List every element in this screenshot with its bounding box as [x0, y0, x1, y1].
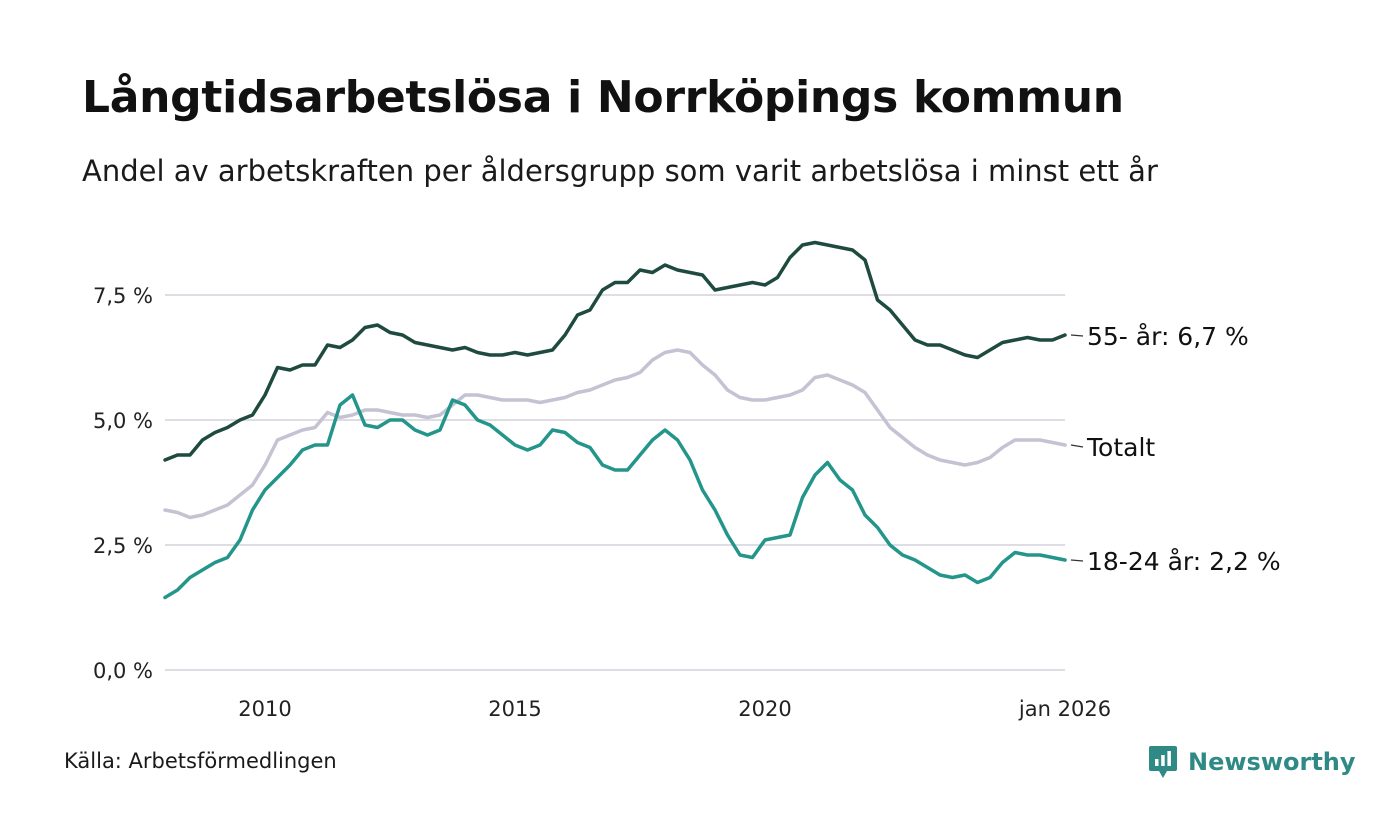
- y-tick-label: 5,0 %: [93, 409, 153, 433]
- end-label-connector: [1070, 334, 1084, 337]
- end-labels: Totalt 18-24 år: 2,2 % 55- år: 6,7 %: [1070, 322, 1281, 576]
- series-line-age1824: [163, 393, 1067, 600]
- end-label-total: Totalt: [1086, 433, 1155, 462]
- x-axis: 2010 2015 2020 jan 2026: [238, 697, 1111, 721]
- y-tick-label: 7,5 %: [93, 284, 153, 308]
- end-label-connector: [1070, 444, 1084, 448]
- end-label-age55: 55- år: 6,7 %: [1087, 322, 1249, 351]
- series-lines: [163, 240, 1067, 600]
- line-chart: 0,0 % 2,5 % 5,0 % 7,5 % 2010 2015 2020 jan 202…: [93, 240, 1281, 721]
- x-tick-label: 2015: [488, 697, 541, 721]
- x-tick-label: jan 2026: [1018, 697, 1111, 721]
- end-label-connector: [1070, 559, 1084, 562]
- newsworthy-logo-icon: [1149, 746, 1177, 778]
- source-note: Källa: Arbetsförmedlingen: [64, 749, 337, 773]
- page-subtitle: Andel av arbetskraften per åldersgrupp s…: [82, 154, 1158, 188]
- y-tick-label: 0,0 %: [93, 659, 153, 683]
- brand-logo[interactable]: Newsworthy: [1148, 745, 1356, 779]
- page-title: Långtidsarbetslösa i Norrköpings kommun: [82, 72, 1124, 123]
- end-label-age1824: 18-24 år: 2,2 %: [1087, 547, 1281, 576]
- y-tick-label: 2,5 %: [93, 534, 153, 558]
- x-tick-label: 2020: [738, 697, 791, 721]
- series-line-age55: [163, 240, 1067, 462]
- x-tick-label: 2010: [238, 697, 291, 721]
- y-axis: 0,0 % 2,5 % 5,0 % 7,5 %: [93, 284, 153, 683]
- grid-lines: [165, 294, 1065, 671]
- series-line-total: [163, 348, 1067, 520]
- brand-name: Newsworthy: [1188, 748, 1356, 776]
